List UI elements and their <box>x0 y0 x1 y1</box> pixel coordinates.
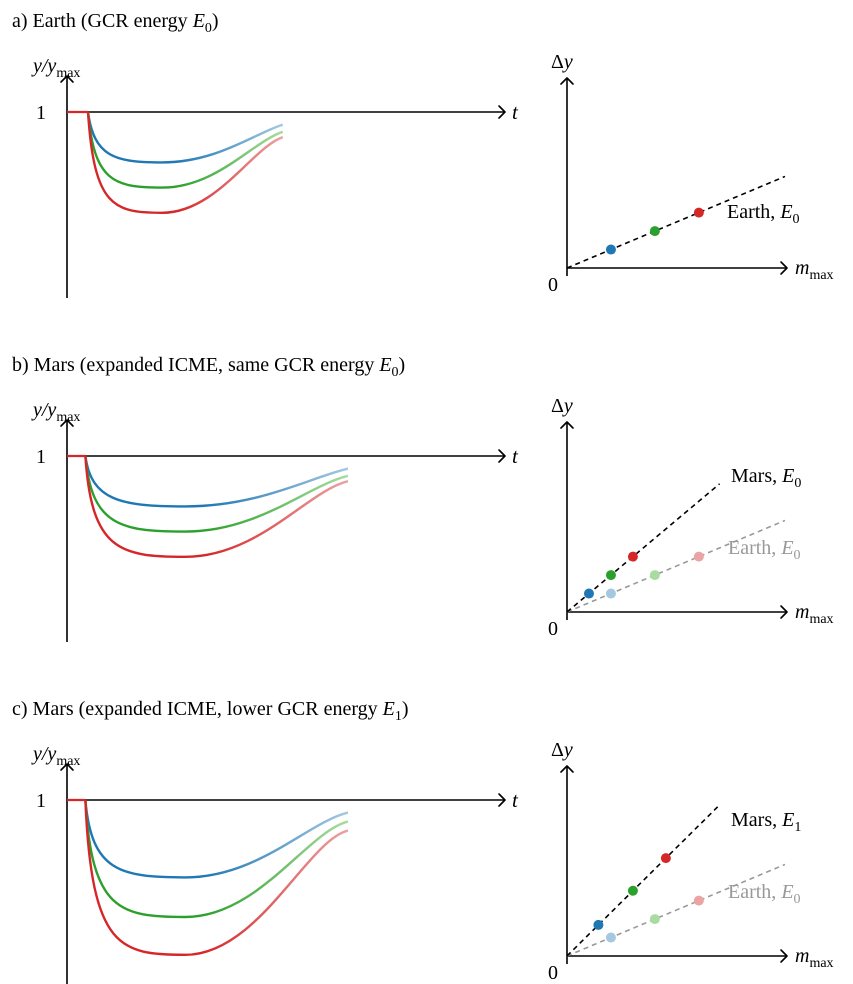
line-label: Earth, E0 <box>727 201 800 227</box>
fit-line <box>566 519 786 613</box>
origin-label: 0 <box>548 274 558 296</box>
m-max-label: mmax <box>795 945 834 971</box>
scaling-plot: Δy mmax 0 Earth, E0 Mars, E1 <box>548 739 834 984</box>
data-point-blue <box>593 919 604 930</box>
line-label: Earth, E0 <box>728 537 801 563</box>
y-axis-label: y/ymax <box>31 399 80 425</box>
line-label: Mars, E0 <box>731 465 801 491</box>
tick-label-one: 1 <box>36 446 46 468</box>
time-series-plot: y/ymax 1 t <box>31 743 519 984</box>
y-axis-label: y/ymax <box>31 743 80 769</box>
fit-line <box>566 863 786 957</box>
series-curve-green <box>84 455 349 533</box>
fit-line <box>566 483 721 613</box>
data-point-green <box>649 226 660 237</box>
delta-y-label: Δy <box>551 395 573 417</box>
arrow-head <box>560 77 574 85</box>
data-point-blue <box>583 588 594 599</box>
time-series-plot: y/ymax 1 t <box>31 399 519 642</box>
origin-label: 0 <box>548 618 558 640</box>
panel-caption: c) Mars (expanded ICME, lower GCR energy… <box>12 698 409 724</box>
data-point-green <box>605 570 616 581</box>
arrow-head <box>60 763 74 771</box>
series-curve-blue <box>86 111 284 164</box>
scaling-plot: Δy mmax 0 Earth, E0 Mars, E0 <box>548 395 834 640</box>
panel-2: b) Mars (expanded ICME, same GCR energy … <box>12 354 834 642</box>
data-point-red <box>693 551 704 562</box>
fit-line <box>566 804 721 957</box>
data-point-green <box>649 914 660 925</box>
m-max-label: mmax <box>795 257 834 283</box>
arrow-head <box>60 75 74 83</box>
data-point-blue <box>605 588 616 599</box>
series-curve-green <box>84 799 349 919</box>
series-curve-green <box>86 111 284 189</box>
arrow-head <box>780 261 788 275</box>
x-axis-label: t <box>512 100 519 124</box>
arrow-head <box>560 765 574 773</box>
x-axis-label: t <box>512 444 519 468</box>
data-point-red <box>660 853 671 864</box>
tick-label-one: 1 <box>36 790 46 812</box>
panel-1: a) Earth (GCR energy E0) y/ymax 1 t Δy mmax 0 E… <box>12 10 834 298</box>
arrow-head <box>498 105 506 119</box>
time-series-plot: y/ymax 1 t <box>31 55 519 298</box>
m-max-label: mmax <box>795 601 834 627</box>
y-axis-label: y/ymax <box>31 55 80 81</box>
panel-caption: b) Mars (expanded ICME, same GCR energy … <box>12 354 405 380</box>
arrow-head <box>498 449 506 463</box>
data-point-blue <box>605 932 616 943</box>
data-point-green <box>627 885 638 896</box>
x-axis-label: t <box>512 788 519 812</box>
arrow-head <box>498 793 506 807</box>
data-point-red <box>627 551 638 562</box>
line-label: Earth, E0 <box>728 881 801 907</box>
delta-y-label: Δy <box>551 739 573 761</box>
data-point-red <box>693 207 704 218</box>
series-curve-red <box>84 455 349 559</box>
panel-caption: a) Earth (GCR energy E0) <box>12 10 219 36</box>
tick-label-one: 1 <box>36 102 46 124</box>
data-point-blue <box>605 244 616 255</box>
scaling-plot: Δy mmax 0 Earth, E0 <box>548 51 834 296</box>
arrow-head <box>60 419 74 427</box>
data-point-red <box>693 895 704 906</box>
arrow-head <box>560 421 574 429</box>
line-label: Mars, E1 <box>731 809 801 835</box>
series-curve-blue <box>84 455 349 508</box>
series-curve-blue <box>84 799 349 879</box>
series-curve-red <box>86 111 284 215</box>
delta-y-label: Δy <box>551 51 573 73</box>
origin-label: 0 <box>548 962 558 984</box>
fit-line <box>566 175 786 269</box>
data-point-green <box>649 570 660 581</box>
arrow-head <box>780 949 788 963</box>
arrow-head <box>780 605 788 619</box>
series-curve-red <box>84 799 349 957</box>
panel-3: c) Mars (expanded ICME, lower GCR energy… <box>12 698 834 984</box>
